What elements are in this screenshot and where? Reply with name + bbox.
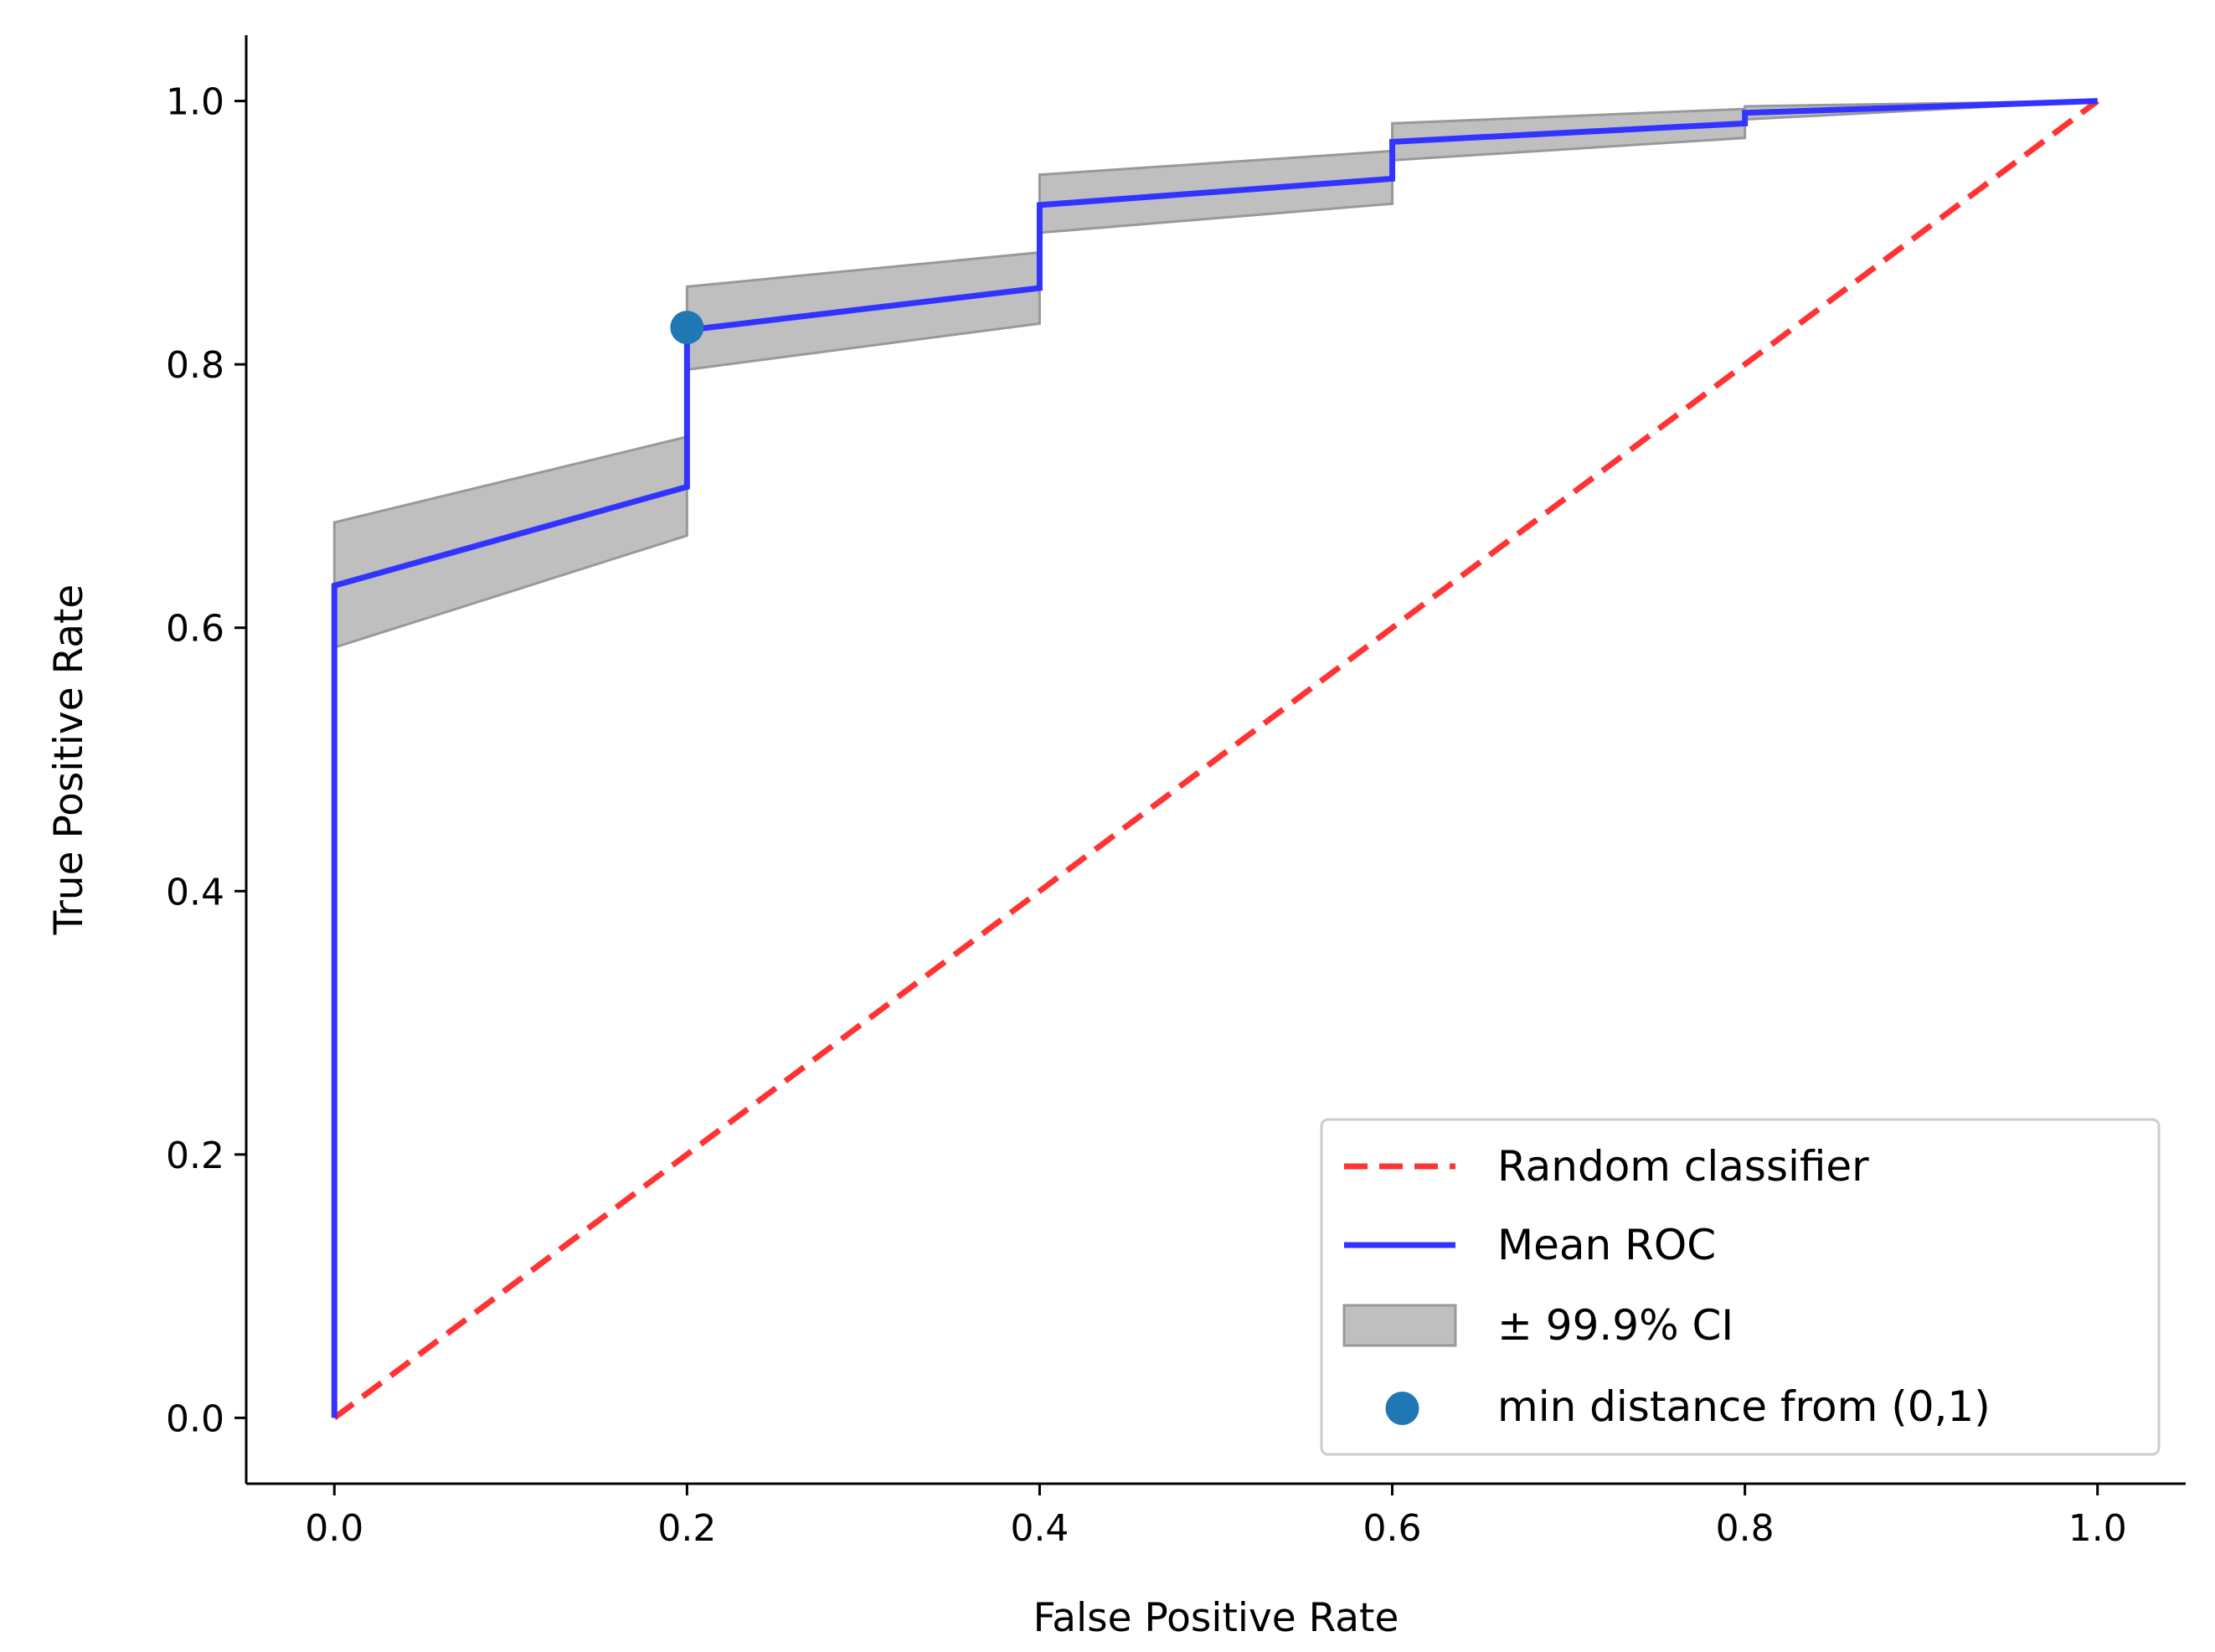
x-axis-label: False Positive Rate	[1033, 1595, 1399, 1641]
y-tick-label: 0.2	[166, 1135, 224, 1177]
ci-band	[332, 100, 2098, 1418]
y-tick-label: 0.0	[166, 1397, 224, 1440]
y-tick-label: 0.6	[166, 608, 224, 651]
x-tick-label: 0.6	[1363, 1507, 1422, 1550]
x-tick-label: 1.0	[2068, 1507, 2127, 1550]
legend-swatch-min-distance	[1385, 1392, 1419, 1425]
legend-label: min distance from (0,1)	[1497, 1382, 1991, 1431]
y-tick-label: 0.4	[166, 871, 224, 913]
legend-swatch-ci	[1342, 1304, 1457, 1347]
x-tick-label: 0.2	[657, 1507, 716, 1550]
legend-box	[1320, 1118, 2161, 1456]
y-axis-label: True Positive Rate	[46, 584, 92, 936]
x-tick-label: 0.4	[1010, 1507, 1069, 1550]
y-tick-label: 0.8	[166, 344, 224, 387]
x-tick-label: 0.0	[305, 1507, 363, 1550]
legend-label: ± 99.9% CI	[1497, 1301, 1733, 1350]
random-classifier-line	[332, 98, 2099, 1421]
plot-area	[331, 98, 2099, 1421]
legend-label: Mean ROC	[1497, 1221, 1716, 1269]
legend-label: Random classifier	[1497, 1142, 1869, 1191]
legend: Random classifier Mean ROC ± 99.9% CI min d…	[1320, 1118, 2161, 1456]
y-tick-label: 1.0	[166, 81, 224, 124]
mean-roc-line	[331, 98, 2098, 1418]
min-distance-point	[670, 311, 704, 345]
axes: 0.0 0.2 0.4 0.6 0.8 1.0 0.0 0.2 0.4 0.6 0.8 1.0 Fals…	[46, 35, 2186, 1641]
x-tick-label: 0.8	[1716, 1507, 1775, 1550]
